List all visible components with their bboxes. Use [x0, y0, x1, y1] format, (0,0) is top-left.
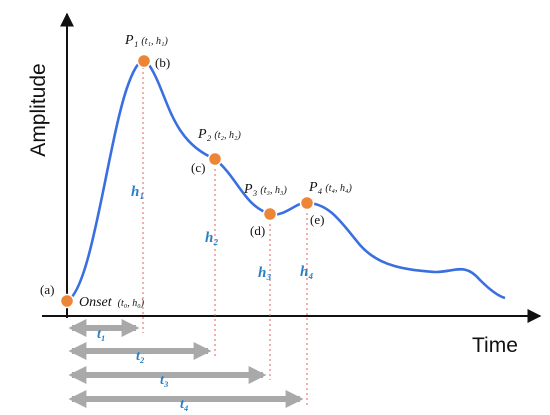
- letter-a: (a): [40, 282, 54, 297]
- interval-label-t1: t₁: [97, 327, 106, 342]
- letter-c: (c): [191, 160, 205, 175]
- waveform-curve: [66, 59, 506, 303]
- p4-point: [299, 195, 315, 211]
- onset-point: [59, 293, 75, 309]
- height-label-h3: h₃: [258, 265, 272, 281]
- letter-b: (b): [155, 55, 170, 70]
- interval-label-t3: t₃: [160, 373, 169, 388]
- data-points: [59, 53, 315, 309]
- interval-label-t2: t₂: [136, 349, 145, 364]
- interval-arrows: [68, 319, 304, 408]
- letter-d: (d): [250, 223, 265, 238]
- height-label-h2: h₂: [205, 230, 219, 246]
- onset-label: Onset (t₀, h₀): [79, 295, 145, 310]
- p1-label: P₁ (t₁, h₁): [124, 33, 168, 48]
- p4-label: P₄ (t₄, h₄): [308, 180, 352, 195]
- p3-point: [262, 206, 278, 222]
- p3-label: P₃ (t₃, h₃): [243, 182, 287, 197]
- p2-label: P₂ (t₂, h₂): [197, 127, 241, 142]
- y-axis-title: Amplitude: [27, 63, 50, 156]
- p2-point: [207, 151, 223, 167]
- interval-label-t4: t₄: [180, 397, 189, 412]
- height-label-h1: h₁: [131, 184, 145, 200]
- x-axis-title: Time: [472, 334, 518, 357]
- guide-lines: [142, 62, 308, 405]
- letter-e: (e): [310, 212, 324, 227]
- height-label-h4: h₄: [300, 264, 314, 280]
- p1-point: [136, 53, 152, 69]
